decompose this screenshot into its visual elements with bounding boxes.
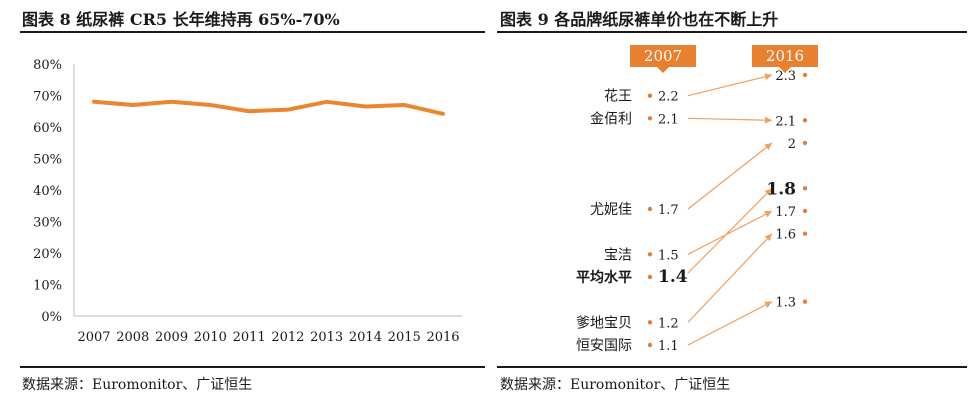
right-source-note: 数据来源：Euromonitor、广证恒生	[500, 377, 731, 393]
y-tick-label: 50%	[33, 153, 62, 168]
point-2007	[647, 342, 653, 348]
value-2007: 1.7	[658, 203, 679, 218]
x-tick-label: 2009	[155, 330, 188, 345]
value-2016: 2	[788, 137, 796, 152]
top-rule-left	[20, 31, 485, 33]
point-2016	[802, 299, 808, 304]
slope-connector	[687, 301, 773, 346]
x-tick-label: 2007	[77, 330, 110, 345]
value-2016: 2.3	[775, 69, 796, 84]
value-2007: 2.2	[658, 90, 679, 105]
point-2007	[647, 116, 653, 121]
x-tick-label: 2013	[310, 330, 343, 345]
brand-label: 恒安国际	[576, 338, 632, 354]
x-tick-label: 2012	[271, 330, 304, 345]
slope-connector	[687, 233, 773, 323]
point-2016	[802, 231, 808, 236]
value-2007: 1.5	[658, 248, 679, 263]
slope-connector	[687, 74, 773, 97]
brand-label: 金佰利	[590, 111, 632, 127]
slope-connector	[687, 117, 773, 121]
point-2007	[647, 320, 653, 325]
point-2016	[802, 186, 808, 191]
value-2016: 1.3	[775, 296, 796, 311]
x-tick-label: 2008	[116, 330, 149, 345]
right-chart-title: 图表 9 各品牌纸尿裤单价也在不断上升	[500, 10, 779, 29]
y-tick-label: 0%	[41, 310, 62, 325]
y-tick-label: 40%	[33, 184, 62, 199]
value-2016: 2.1	[775, 114, 796, 129]
y-tick-label: 60%	[33, 121, 62, 136]
bottom-rule-right	[497, 366, 967, 368]
x-tick-label: 2016	[426, 330, 459, 345]
brand-label: 尤妮佳	[590, 202, 632, 218]
value-2007: 1.1	[658, 339, 679, 354]
point-2016	[802, 208, 808, 214]
x-tick-label: 2011	[233, 330, 266, 345]
point-2016	[802, 140, 808, 146]
point-2007	[647, 274, 653, 280]
header-2007-label: 2007	[644, 47, 682, 65]
value-2016: 1.6	[775, 228, 796, 243]
slope-connector	[687, 187, 773, 274]
slope-connector	[687, 210, 773, 255]
brand-label: 爹地宝贝	[576, 315, 632, 331]
value-2007: 1.2	[658, 316, 679, 331]
header-2016-badge	[752, 45, 818, 73]
slope-arrowhead	[764, 116, 772, 124]
slope-arrowhead	[764, 188, 772, 196]
series-line	[92, 99, 445, 116]
slope-arrowhead	[764, 73, 772, 81]
left-source-note: 数据来源：Euromonitor、广证恒生	[22, 377, 253, 393]
slope-arrowhead	[764, 143, 772, 151]
left-chart-title: 图表 8 纸尿裤 CR5 长年维持再 65%-70%	[22, 10, 340, 29]
y-tick-label: 30%	[33, 216, 62, 231]
value-2007: 1.4	[658, 267, 688, 287]
y-tick-label: 70%	[33, 90, 62, 105]
point-2007	[647, 206, 653, 212]
point-2007	[647, 93, 653, 98]
point-2007	[647, 252, 653, 257]
brand-label: 宝洁	[604, 247, 632, 263]
x-tick-label: 2010	[194, 330, 227, 345]
value-2016: 1.7	[775, 205, 796, 220]
value-2007: 2.1	[658, 112, 679, 127]
brand-label: 平均水平	[576, 269, 632, 286]
header-2016-label: 2016	[766, 47, 804, 65]
x-tick-label: 2015	[388, 330, 421, 345]
bottom-rule-left	[20, 366, 485, 368]
header-2007-badge	[630, 45, 696, 73]
slope-arrowhead	[764, 233, 772, 242]
y-tick-label: 20%	[33, 247, 62, 262]
slope-arrowhead	[764, 211, 772, 218]
brand-label: 花王	[604, 89, 632, 105]
point-2016	[802, 72, 808, 78]
y-tick-label: 10%	[33, 279, 62, 294]
value-2016: 1.8	[766, 179, 796, 199]
top-rule-right	[497, 31, 967, 33]
y-tick-label: 80%	[33, 58, 62, 73]
slope-connector	[687, 142, 773, 210]
slope-arrowhead	[764, 301, 772, 308]
x-tick-label: 2014	[349, 330, 382, 345]
point-2016	[802, 118, 808, 123]
